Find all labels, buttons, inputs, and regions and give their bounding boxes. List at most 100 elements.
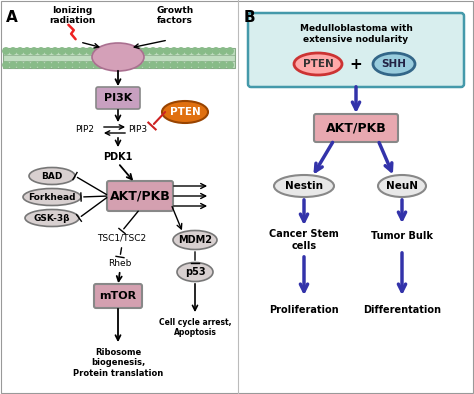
Ellipse shape [373, 53, 415, 75]
Circle shape [220, 48, 226, 54]
Text: AKT/PKB: AKT/PKB [109, 190, 170, 203]
Text: PDK1: PDK1 [103, 152, 133, 162]
Text: Medulloblastoma with
extensive nodularity: Medulloblastoma with extensive nodularit… [300, 24, 412, 44]
Circle shape [157, 62, 163, 68]
Circle shape [213, 62, 219, 68]
Circle shape [94, 48, 100, 54]
Ellipse shape [294, 53, 342, 75]
Circle shape [136, 48, 142, 54]
Circle shape [45, 62, 51, 68]
Circle shape [31, 62, 37, 68]
Circle shape [164, 62, 170, 68]
Ellipse shape [92, 43, 144, 71]
Circle shape [171, 62, 177, 68]
Text: PTEN: PTEN [170, 107, 201, 117]
Ellipse shape [29, 167, 75, 184]
Circle shape [24, 62, 30, 68]
Circle shape [227, 62, 233, 68]
Text: Ionizing
radiation: Ionizing radiation [49, 6, 95, 25]
Circle shape [129, 62, 135, 68]
Circle shape [59, 48, 65, 54]
Circle shape [80, 62, 86, 68]
Text: p53: p53 [185, 267, 205, 277]
Circle shape [31, 48, 37, 54]
Circle shape [143, 48, 149, 54]
FancyBboxPatch shape [107, 181, 173, 211]
Ellipse shape [274, 175, 334, 197]
Text: SHH: SHH [382, 59, 407, 69]
Ellipse shape [378, 175, 426, 197]
Circle shape [129, 48, 135, 54]
Circle shape [17, 62, 23, 68]
Text: Nestin: Nestin [285, 181, 323, 191]
Circle shape [17, 48, 23, 54]
Text: PIP3: PIP3 [128, 126, 147, 134]
Text: Proliferation: Proliferation [269, 305, 339, 315]
Circle shape [66, 48, 72, 54]
Circle shape [199, 62, 205, 68]
Circle shape [38, 62, 44, 68]
Ellipse shape [25, 210, 79, 227]
Circle shape [108, 62, 114, 68]
Circle shape [115, 48, 121, 54]
Circle shape [115, 62, 121, 68]
Circle shape [87, 62, 93, 68]
Circle shape [192, 62, 198, 68]
Circle shape [101, 48, 107, 54]
Circle shape [38, 48, 44, 54]
Circle shape [185, 48, 191, 54]
Circle shape [66, 62, 72, 68]
Circle shape [73, 62, 79, 68]
Circle shape [136, 62, 142, 68]
Ellipse shape [177, 262, 213, 281]
Circle shape [108, 48, 114, 54]
Text: Rheb: Rheb [109, 260, 132, 268]
Circle shape [143, 62, 149, 68]
Text: Growth
factors: Growth factors [156, 6, 193, 25]
Circle shape [122, 62, 128, 68]
FancyBboxPatch shape [96, 87, 140, 109]
FancyBboxPatch shape [248, 13, 464, 87]
Circle shape [87, 48, 93, 54]
Circle shape [178, 62, 184, 68]
Text: +: + [350, 56, 363, 71]
Circle shape [178, 48, 184, 54]
Circle shape [122, 48, 128, 54]
Text: TSC1/TSC2: TSC1/TSC2 [98, 234, 146, 242]
Circle shape [101, 62, 107, 68]
Text: Cancer Stem
cells: Cancer Stem cells [269, 229, 339, 251]
Ellipse shape [173, 230, 217, 249]
Ellipse shape [162, 101, 208, 123]
Text: A: A [6, 10, 18, 25]
Circle shape [157, 48, 163, 54]
FancyBboxPatch shape [94, 284, 142, 308]
Circle shape [52, 62, 58, 68]
Circle shape [3, 48, 9, 54]
Circle shape [185, 62, 191, 68]
Text: PI3K: PI3K [104, 93, 132, 103]
Circle shape [45, 48, 51, 54]
Circle shape [10, 48, 16, 54]
Circle shape [10, 62, 16, 68]
Circle shape [3, 62, 9, 68]
Text: Differentation: Differentation [363, 305, 441, 315]
Circle shape [73, 48, 79, 54]
Circle shape [206, 62, 212, 68]
Text: B: B [244, 10, 255, 25]
Circle shape [150, 62, 156, 68]
Circle shape [59, 62, 65, 68]
Text: GSK-3β: GSK-3β [34, 214, 70, 223]
Text: MDM2: MDM2 [178, 235, 212, 245]
Bar [3, 48, 235, 68]
Circle shape [192, 48, 198, 54]
Circle shape [164, 48, 170, 54]
Text: PTEN: PTEN [302, 59, 333, 69]
Text: Forkhead: Forkhead [28, 193, 76, 201]
Circle shape [94, 62, 100, 68]
Circle shape [220, 62, 226, 68]
Circle shape [150, 48, 156, 54]
Text: Cell cycle arrest,
Apoptosis: Cell cycle arrest, Apoptosis [159, 318, 231, 337]
Circle shape [199, 48, 205, 54]
Circle shape [80, 48, 86, 54]
Circle shape [171, 48, 177, 54]
